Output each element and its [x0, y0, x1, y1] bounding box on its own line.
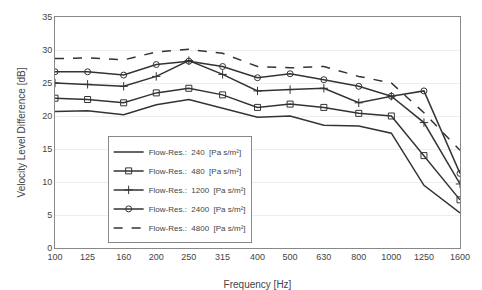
svg-text:Velocity Level Difference [dB]: Velocity Level Difference [dB]	[16, 67, 27, 197]
svg-text:15: 15	[42, 144, 52, 154]
svg-text:160: 160	[116, 252, 131, 262]
svg-text:Flow-Res.: 240 [Pa s/m²]: Flow-Res.: 240 [Pa s/m²]	[149, 148, 241, 157]
svg-text:500: 500	[283, 252, 298, 262]
svg-text:5: 5	[47, 210, 52, 220]
svg-text:125: 125	[80, 252, 95, 262]
svg-text:Frequency [Hz]: Frequency [Hz]	[224, 279, 292, 290]
svg-text:250: 250	[181, 252, 196, 262]
svg-text:30: 30	[42, 45, 52, 55]
svg-text:1600: 1600	[450, 252, 470, 262]
svg-text:Flow-Res.: 2400 [Pa s/m²]: Flow-Res.: 2400 [Pa s/m²]	[149, 205, 246, 214]
svg-text:1250: 1250	[414, 252, 434, 262]
svg-text:200: 200	[149, 252, 164, 262]
svg-text:800: 800	[351, 252, 366, 262]
svg-text:Flow-Res.: 480 [Pa s/m²]: Flow-Res.: 480 [Pa s/m²]	[149, 167, 241, 176]
svg-text:400: 400	[250, 252, 265, 262]
svg-text:20: 20	[42, 111, 52, 121]
svg-text:1000: 1000	[381, 252, 401, 262]
svg-text:100: 100	[47, 252, 62, 262]
svg-text:Flow-Res.: 1200 [Pa s/m²]: Flow-Res.: 1200 [Pa s/m²]	[149, 186, 246, 195]
svg-text:Flow-Res.: 4800 [Pa s/m²]: Flow-Res.: 4800 [Pa s/m²]	[149, 224, 246, 233]
svg-text:35: 35	[42, 12, 52, 22]
svg-text:10: 10	[42, 177, 52, 187]
svg-text:0: 0	[47, 243, 52, 253]
svg-text:630: 630	[316, 252, 331, 262]
svg-text:315: 315	[215, 252, 230, 262]
svg-text:25: 25	[42, 78, 52, 88]
